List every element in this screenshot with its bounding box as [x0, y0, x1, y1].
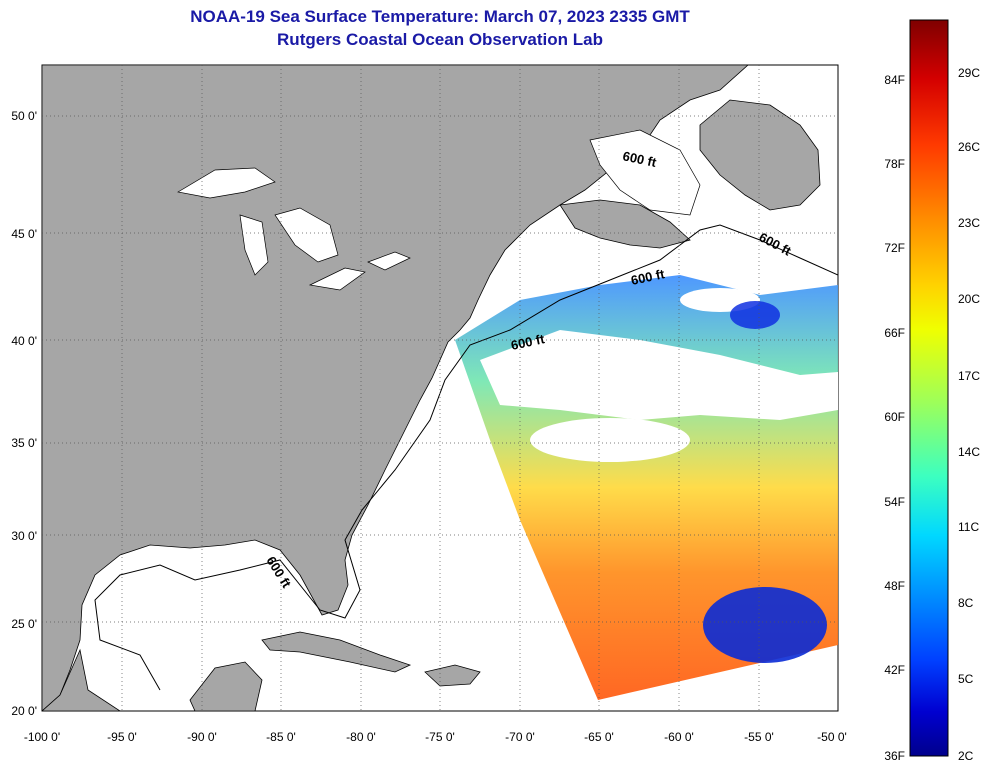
colorbar-label-c: 8C: [958, 596, 974, 610]
colorbar-label-c: 5C: [958, 672, 974, 686]
lon-tick-label: -100 0': [24, 730, 60, 744]
lat-tick-label: 40 0': [11, 334, 37, 348]
lat-tick-label: 35 0': [11, 436, 37, 450]
land-hispaniola: [424, 664, 481, 687]
colorbar-label-f: 84F: [884, 73, 905, 87]
colorbar-label-c: 20C: [958, 292, 980, 306]
lat-tick-label: 30 0': [11, 529, 37, 543]
colorbar-label-c: 29C: [958, 66, 980, 80]
colorbar-label-f: 66F: [884, 326, 905, 340]
lon-tick-label: -75 0': [425, 730, 455, 744]
latitude-axis: 20 0' 25 0' 30 0' 35 0' 40 0' 45 0' 50 0…: [11, 109, 37, 718]
colorbar-label-c: 2C: [958, 749, 974, 763]
longitude-axis: -100 0' -95 0' -90 0' -85 0' -80 0' -75 …: [24, 730, 847, 744]
gulf-st-lawrence: [589, 129, 701, 216]
lat-tick-label: 25 0': [11, 617, 37, 631]
contour-label: 600 ft: [621, 148, 658, 170]
graticule: [42, 65, 838, 711]
land-north-america: [42, 65, 749, 711]
lon-tick-label: -55 0': [744, 730, 774, 744]
colorbar: [909, 19, 949, 757]
lon-tick-label: -95 0': [107, 730, 137, 744]
lon-tick-label: -65 0': [584, 730, 614, 744]
map-subtitle: Rutgers Coastal Ocean Observation Lab: [277, 30, 603, 49]
colorbar-label-f: 36F: [884, 749, 905, 763]
lon-tick-label: -60 0': [664, 730, 694, 744]
colorbar-fahrenheit-labels: 84F 78F 72F 66F 60F 54F 48F 42F 36F: [884, 73, 905, 763]
colorbar-label-c: 11C: [958, 520, 979, 534]
colorbar-label-f: 54F: [884, 495, 905, 509]
land-cuba: [261, 631, 412, 673]
depth-contour-600ft: [94, 224, 838, 691]
cold-region: [703, 587, 827, 663]
colorbar-label-c: 17C: [958, 369, 980, 383]
contour-label: 600 ft: [630, 266, 667, 288]
land-newfoundland: [699, 99, 821, 211]
colorbar-label-f: 72F: [884, 241, 905, 255]
colorbar-label-c: 14C: [958, 445, 980, 459]
land-mexico: [42, 648, 121, 711]
colorbar-label-f: 60F: [884, 410, 905, 424]
lon-tick-label: -85 0': [266, 730, 296, 744]
great-lakes: [177, 167, 411, 291]
colorbar-label-c: 23C: [958, 216, 980, 230]
colorbar-label-f: 48F: [884, 579, 905, 593]
lat-tick-label: 20 0': [11, 704, 37, 718]
contour-label: 600 ft: [510, 331, 547, 353]
colorbar-label-f: 78F: [884, 157, 905, 171]
lon-tick-label: -90 0': [187, 730, 217, 744]
lon-tick-label: -70 0': [505, 730, 535, 744]
colorbar-label-c: 26C: [958, 140, 980, 154]
lat-tick-label: 45 0': [11, 227, 37, 241]
colorbar-label-f: 42F: [884, 663, 905, 677]
land-yucatan: [189, 661, 263, 711]
lon-tick-label: -50 0': [817, 730, 847, 744]
colorbar-celsius-labels: 29C 26C 23C 20C 17C 14C 11C 8C 5C 2C: [958, 66, 980, 763]
lat-tick-label: 50 0': [11, 109, 37, 123]
lon-tick-label: -80 0': [346, 730, 376, 744]
land-nova-scotia: [559, 199, 691, 249]
map-title: NOAA-19 Sea Surface Temperature: March 0…: [190, 7, 690, 26]
cold-region-north: [730, 301, 780, 329]
